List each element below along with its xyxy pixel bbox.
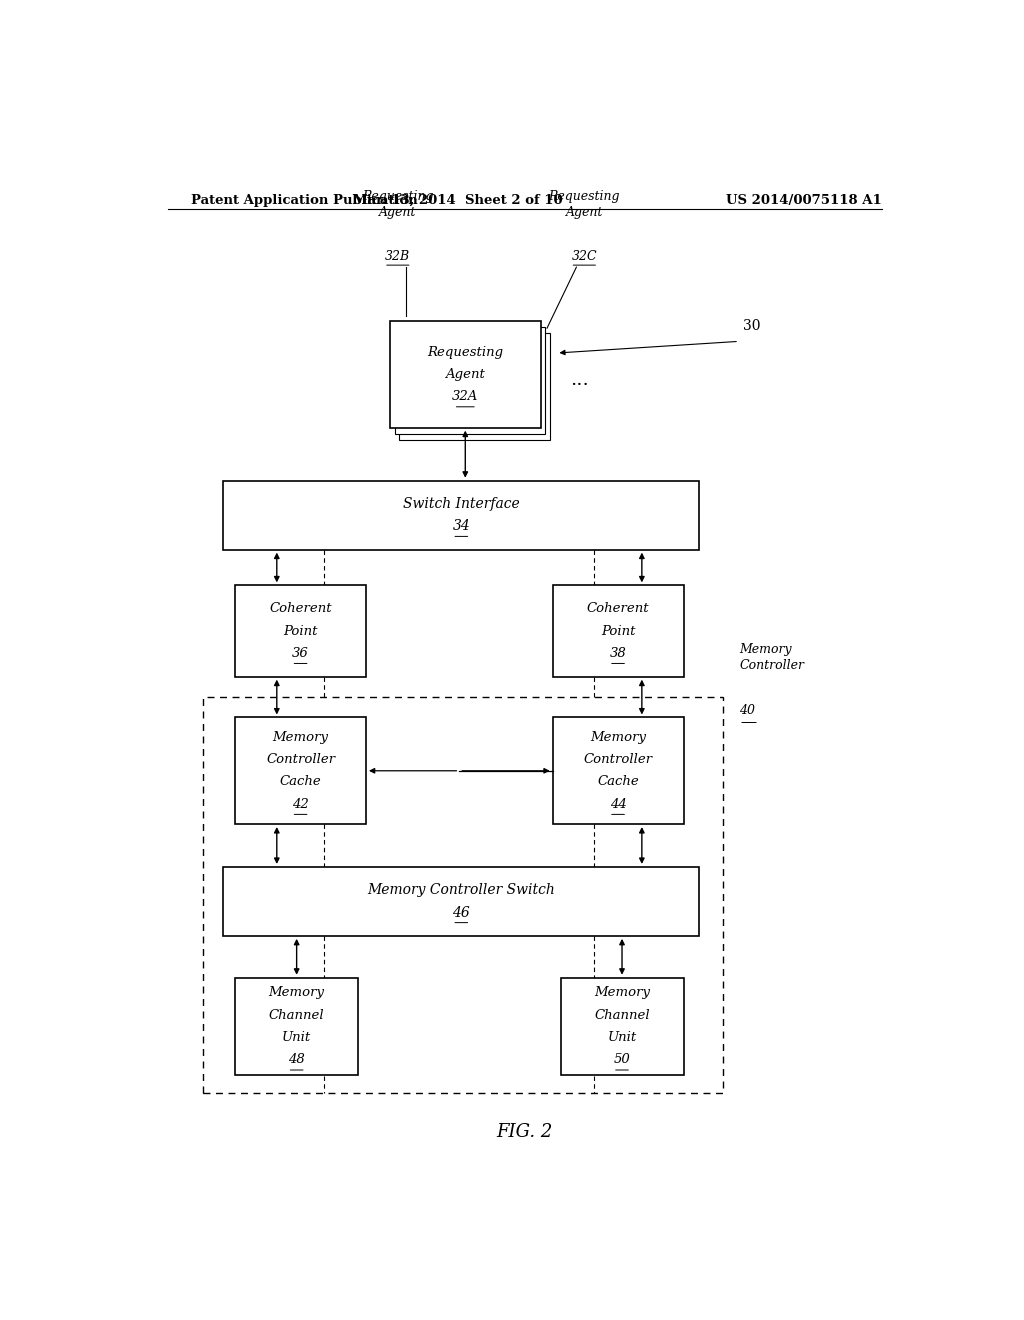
Bar xyxy=(553,585,684,677)
Text: Switch Interface: Switch Interface xyxy=(402,496,520,511)
Bar xyxy=(560,978,684,1076)
Text: Agent: Agent xyxy=(445,368,485,381)
Bar xyxy=(236,718,367,824)
Text: Cache: Cache xyxy=(280,775,322,788)
Text: Requesting
Agent: Requesting Agent xyxy=(549,190,621,219)
Bar xyxy=(223,480,699,549)
Text: Patent Application Publication: Patent Application Publication xyxy=(191,194,418,207)
Text: Point: Point xyxy=(601,624,635,638)
Text: Memory: Memory xyxy=(268,986,325,999)
Bar xyxy=(236,585,367,677)
Text: Channel: Channel xyxy=(594,1008,650,1022)
Text: Channel: Channel xyxy=(269,1008,325,1022)
Bar xyxy=(553,718,684,824)
Text: 50: 50 xyxy=(613,1053,631,1067)
Bar xyxy=(223,867,699,936)
Text: Cache: Cache xyxy=(597,775,639,788)
Text: Memory: Memory xyxy=(272,731,329,743)
Text: 34: 34 xyxy=(453,519,470,533)
Text: 30: 30 xyxy=(743,319,761,333)
Text: 48: 48 xyxy=(289,1053,305,1067)
Text: 38: 38 xyxy=(609,647,627,660)
Text: 32A: 32A xyxy=(452,391,478,403)
Text: US 2014/0075118 A1: US 2014/0075118 A1 xyxy=(726,194,882,207)
Text: Requesting: Requesting xyxy=(427,346,504,359)
Text: Coherent: Coherent xyxy=(587,602,649,615)
Text: Unit: Unit xyxy=(607,1031,637,1044)
Text: 32B: 32B xyxy=(385,249,411,263)
Bar xyxy=(204,697,723,1093)
Text: 40: 40 xyxy=(739,704,755,717)
Text: 36: 36 xyxy=(292,647,309,660)
Text: Unit: Unit xyxy=(282,1031,311,1044)
Bar xyxy=(390,321,541,428)
Text: ...: ... xyxy=(570,371,589,389)
Text: FIG. 2: FIG. 2 xyxy=(497,1123,553,1140)
Bar xyxy=(399,333,550,440)
Text: Memory: Memory xyxy=(590,731,646,743)
Bar xyxy=(236,978,358,1076)
Text: 32C: 32C xyxy=(571,249,597,263)
Text: 46: 46 xyxy=(453,906,470,920)
Text: Memory Controller Switch: Memory Controller Switch xyxy=(368,883,555,898)
Text: Controller: Controller xyxy=(266,754,335,766)
Text: 44: 44 xyxy=(609,797,627,810)
Text: Requesting
Agent: Requesting Agent xyxy=(362,190,433,219)
Text: Memory
Controller: Memory Controller xyxy=(739,643,804,672)
Text: Point: Point xyxy=(284,624,317,638)
Text: Mar. 13, 2014  Sheet 2 of 10: Mar. 13, 2014 Sheet 2 of 10 xyxy=(352,194,562,207)
Text: Coherent: Coherent xyxy=(269,602,332,615)
Text: Controller: Controller xyxy=(584,754,652,766)
Bar xyxy=(394,327,546,434)
Text: Memory: Memory xyxy=(594,986,650,999)
Text: 42: 42 xyxy=(292,797,309,810)
